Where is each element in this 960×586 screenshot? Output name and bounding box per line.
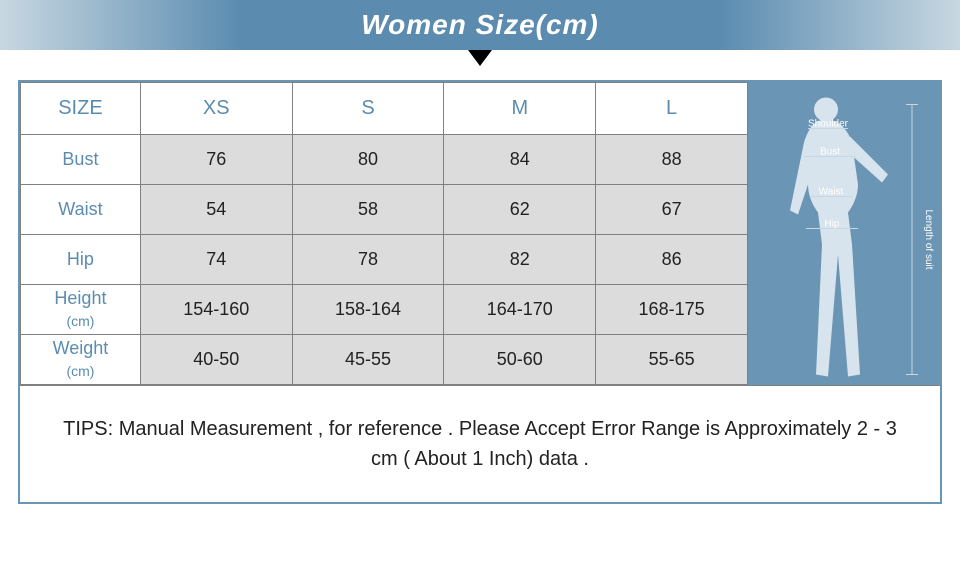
diagram-label-bust: Bust <box>820 147 840 158</box>
body-diagram-panel: Shoulder Bust Waist Hip Length of suit <box>748 82 940 385</box>
diagram-label-shoulder: Shoulder <box>808 119 849 130</box>
table-row: Height (cm) 154-160 158-164 164-170 168-… <box>21 285 748 335</box>
header-title: Women Size(cm) <box>361 9 599 41</box>
row-label-waist: Waist <box>21 185 141 235</box>
cell: 58 <box>292 185 444 235</box>
diagram-label-hip: Hip <box>824 219 839 230</box>
diagram-label-waist: Waist <box>819 187 844 198</box>
row-label-text: Height <box>54 288 106 308</box>
table-row: Waist 54 58 62 67 <box>21 185 748 235</box>
table-row: Weight (cm) 40-50 45-55 50-60 55-65 <box>21 335 748 385</box>
row-label-hip: Hip <box>21 235 141 285</box>
cell: 86 <box>596 235 748 285</box>
header-col-xs: XS <box>140 83 292 135</box>
header-col-m: M <box>444 83 596 135</box>
size-chart-panel: SIZE XS S M L Bust 76 80 84 88 Waist 54 … <box>18 80 942 504</box>
cell: 55-65 <box>596 335 748 385</box>
cell: 45-55 <box>292 335 444 385</box>
row-label-height: Height (cm) <box>21 285 141 335</box>
cell: 50-60 <box>444 335 596 385</box>
header-triangle-icon <box>468 50 492 66</box>
diagram-label-length: Length of suit <box>923 209 934 269</box>
cell: 80 <box>292 135 444 185</box>
row-label-sub: (cm) <box>66 363 94 379</box>
cell: 62 <box>444 185 596 235</box>
size-table: SIZE XS S M L Bust 76 80 84 88 Waist 54 … <box>20 82 748 385</box>
tips-text: TIPS: Manual Measurement , for reference… <box>20 385 940 502</box>
row-label-bust: Bust <box>21 135 141 185</box>
table-header-row: SIZE XS S M L <box>21 83 748 135</box>
cell: 158-164 <box>292 285 444 335</box>
header-col-l: L <box>596 83 748 135</box>
table-row: Bust 76 80 84 88 <box>21 135 748 185</box>
header-col-s: S <box>292 83 444 135</box>
cell: 154-160 <box>140 285 292 335</box>
cell: 164-170 <box>444 285 596 335</box>
cell: 82 <box>444 235 596 285</box>
cell: 84 <box>444 135 596 185</box>
row-label-text: Weight <box>53 338 109 358</box>
cell: 74 <box>140 235 292 285</box>
row-label-weight: Weight (cm) <box>21 335 141 385</box>
cell: 67 <box>596 185 748 235</box>
cell: 40-50 <box>140 335 292 385</box>
cell: 88 <box>596 135 748 185</box>
cell: 78 <box>292 235 444 285</box>
row-label-sub: (cm) <box>66 313 94 329</box>
cell: 168-175 <box>596 285 748 335</box>
table-row: Hip 74 78 82 86 <box>21 235 748 285</box>
body-silhouette-icon: Shoulder Bust Waist Hip Length of suit <box>748 82 940 385</box>
header-size: SIZE <box>21 83 141 135</box>
header-bar: Women Size(cm) <box>0 0 960 50</box>
cell: 76 <box>140 135 292 185</box>
cell: 54 <box>140 185 292 235</box>
